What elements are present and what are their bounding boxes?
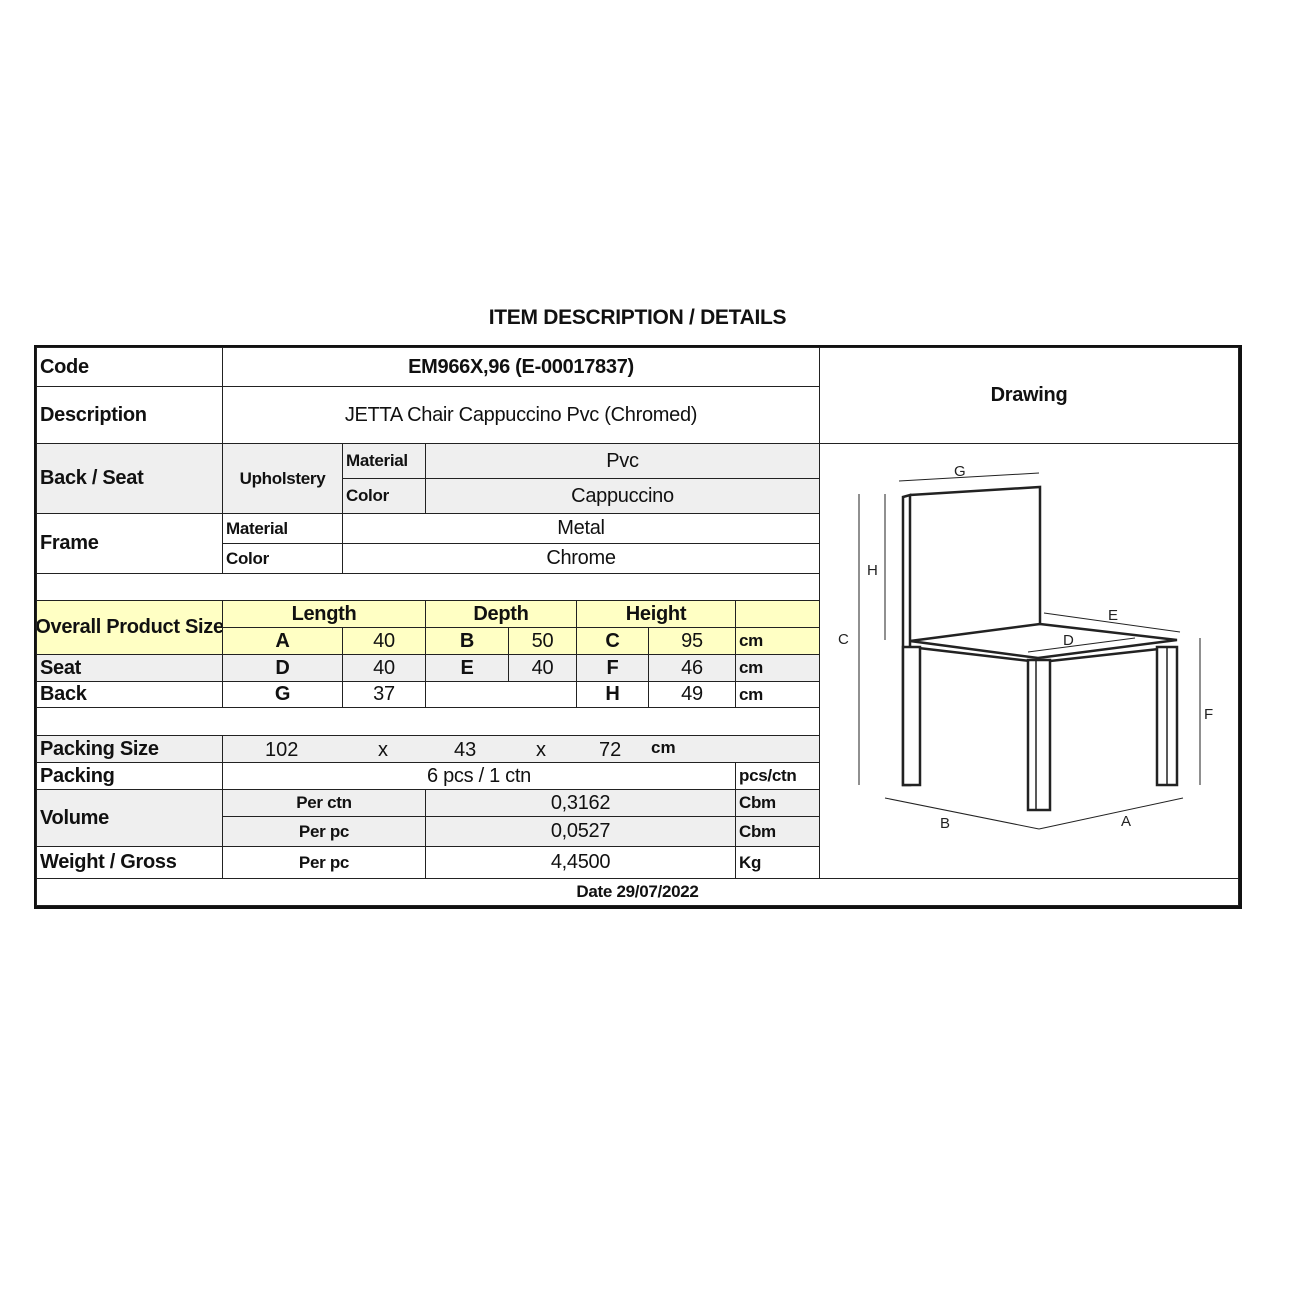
- dim-c: C: [576, 627, 649, 655]
- packing-depth: 43: [454, 739, 477, 761]
- packing-x: x: [378, 739, 388, 761]
- per-ctn-label: Per ctn: [222, 789, 426, 817]
- dim-f-value: 46: [648, 654, 736, 682]
- unit: cm: [735, 627, 820, 655]
- empty-cell: [425, 681, 577, 708]
- code-label: Code: [36, 347, 223, 387]
- dim-a-value: 40: [342, 627, 426, 655]
- unit: cm: [735, 654, 820, 682]
- dim-h-value: 49: [648, 681, 736, 708]
- seat-label: Seat: [36, 654, 223, 682]
- packing-size-value: [222, 735, 820, 763]
- packing-height: 72: [599, 739, 622, 761]
- unit: cm: [735, 681, 820, 708]
- frame-color-label: Color: [222, 543, 343, 574]
- packing-x: x: [536, 739, 546, 761]
- dim-h: H: [576, 681, 649, 708]
- back-seat-label: Back / Seat: [36, 443, 223, 514]
- dim-e: E: [425, 654, 509, 682]
- overall-size-label: Overall Product Size: [36, 600, 223, 655]
- weight-value: 4,4500: [425, 846, 736, 879]
- upholstery-label: Upholstery: [222, 443, 343, 514]
- packing-size-unit: cm: [651, 738, 676, 757]
- frame-color: Chrome: [342, 543, 820, 574]
- dim-g-value: 37: [342, 681, 426, 708]
- dim-a: A: [222, 627, 343, 655]
- weight-unit: Kg: [735, 846, 820, 879]
- dim-e-value: 40: [508, 654, 577, 682]
- unit-header: [735, 600, 820, 628]
- back-seat-material: Pvc: [425, 443, 820, 479]
- dim-f: F: [576, 654, 649, 682]
- dim-b-value: 50: [508, 627, 577, 655]
- frame-label: Frame: [36, 513, 223, 574]
- dim-b: B: [425, 627, 509, 655]
- date: Date 29/07/2022: [36, 878, 1239, 906]
- length-header: Length: [222, 600, 426, 628]
- page-title: ITEM DESCRIPTION / DETAILS: [488, 306, 787, 329]
- packing-size-label: Packing Size: [36, 735, 223, 763]
- back-label: Back: [36, 681, 223, 708]
- volume-label: Volume: [36, 789, 223, 847]
- height-header: Height: [576, 600, 736, 628]
- packing-unit: pcs/ctn: [735, 762, 820, 790]
- code-value: EM966X,96 (E-00017837): [222, 347, 820, 387]
- depth-header: Depth: [425, 600, 577, 628]
- dim-d: D: [222, 654, 343, 682]
- spacer-row: [36, 573, 820, 601]
- spec-table-frame: [34, 345, 1242, 909]
- spacer-row: [36, 707, 820, 736]
- weight-per-pc-label: Per pc: [222, 846, 426, 879]
- volume-per-ctn: 0,3162: [425, 789, 736, 817]
- drawing-header: Drawing: [819, 347, 1239, 444]
- back-seat-color: Cappuccino: [425, 478, 820, 514]
- back-seat-color-label: Color: [342, 478, 426, 514]
- packing-label: Packing: [36, 762, 223, 790]
- dim-d-value: 40: [342, 654, 426, 682]
- volume-unit: Cbm: [735, 789, 820, 817]
- packing-value: 6 pcs / 1 ctn: [222, 762, 736, 790]
- back-seat-material-label: Material: [342, 443, 426, 479]
- description-value: JETTA Chair Cappuccino Pvc (Chromed): [222, 386, 820, 444]
- per-pc-label: Per pc: [222, 816, 426, 847]
- frame-material: Metal: [342, 513, 820, 544]
- volume-per-pc: 0,0527: [425, 816, 736, 847]
- dim-c-value: 95: [648, 627, 736, 655]
- frame-material-label: Material: [222, 513, 343, 544]
- drawing-area: [819, 443, 1239, 879]
- volume-unit: Cbm: [735, 816, 820, 847]
- packing-length: 102: [265, 739, 299, 761]
- dim-g: G: [222, 681, 343, 708]
- description-label: Description: [36, 386, 223, 444]
- weight-label: Weight / Gross: [36, 846, 223, 879]
